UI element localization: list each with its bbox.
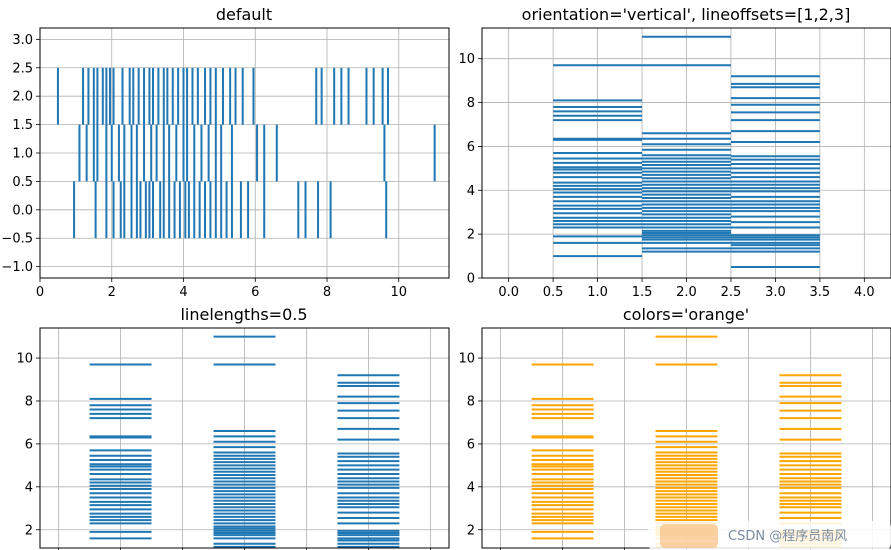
tick-labels: 2 4 6 8 10 (458, 352, 475, 539)
y-tick-label: 10 (458, 52, 475, 67)
subplot-linelengths: linelengths=0.5 2 4 6 8 10 (16, 305, 450, 550)
subplot-title: default (216, 5, 272, 24)
y-tick-label: 2 (25, 523, 33, 538)
y-tick-label: 4 (25, 480, 33, 495)
y-tick-label: 0.0 (12, 203, 33, 218)
x-tick-label: 6 (251, 285, 259, 300)
event-lines (56, 67, 436, 239)
y-tick-label: 6 (467, 437, 475, 452)
subplot-title: orientation='vertical', lineoffsets=[1,2… (522, 5, 851, 24)
tick-marks (478, 58, 865, 282)
y-tick-label: 8 (25, 394, 33, 409)
x-tick-label: 2 (108, 285, 116, 300)
watermark: CSDN @程序员南风 (648, 521, 891, 550)
y-tick-label: 10 (16, 352, 33, 367)
x-tick-label: 3.5 (810, 285, 831, 300)
tick-labels: 0 2 4 6 8 10 −1.0 −0.5 0.0 0.5 1.0 1.5 2.0 2.5 3.0 (1, 33, 407, 300)
x-tick-label: 1.0 (587, 285, 608, 300)
subplot-title: colors='orange' (623, 305, 749, 324)
x-tick-label: 3.0 (765, 285, 786, 300)
watermark-text: CSDN @程序员南风 (728, 528, 847, 544)
x-tick-label: 2.5 (721, 285, 742, 300)
y-tick-label: 2.5 (12, 61, 33, 76)
y-tick-label: 4 (467, 480, 475, 495)
y-tick-label: 1.0 (12, 147, 33, 162)
x-tick-label: 10 (390, 285, 407, 300)
y-tick-label: 1.5 (12, 118, 33, 133)
x-tick-label: 4.0 (854, 285, 875, 300)
y-tick-label: 8 (467, 394, 475, 409)
tick-labels: 0.0 0.5 1.0 1.5 2.0 2.5 3.0 3.5 4.0 0 2 4 6 8 10 (458, 52, 874, 300)
x-tick-label: 0.5 (543, 285, 564, 300)
y-tick-label: 10 (458, 352, 475, 367)
x-tick-label: 0.0 (498, 285, 519, 300)
y-tick-label: 8 (467, 96, 475, 111)
y-tick-label: 2.0 (12, 90, 33, 105)
watermark-logo (660, 524, 718, 548)
x-tick-label: 4 (179, 285, 187, 300)
y-tick-label: 0.5 (12, 175, 33, 190)
grid (39, 28, 449, 278)
event-lines (89, 335, 400, 548)
subplot-default: default 0 2 4 6 8 10 −1.0 −0.5 0.0 0.5 1.0 1.5 2.0 2.… (1, 5, 450, 300)
y-tick-label: 6 (25, 437, 33, 452)
y-tick-label: 0 (467, 272, 475, 287)
y-tick-label: 2 (467, 523, 475, 538)
subplot-orange: colors='orange' 2 4 6 8 10 (458, 305, 891, 550)
x-tick-label: 0 (36, 285, 44, 300)
subplot-title: linelengths=0.5 (180, 305, 307, 324)
event-lines (553, 35, 820, 269)
tick-labels: 2 4 6 8 10 (16, 352, 33, 539)
y-tick-label: 6 (467, 140, 475, 155)
tick-marks (36, 357, 431, 550)
tick-marks (36, 38, 400, 282)
x-tick-label: 8 (323, 285, 331, 300)
x-tick-label: 1.5 (632, 285, 653, 300)
y-tick-label: −1.0 (1, 260, 33, 275)
subplot-vertical: orientation='vertical', lineoffsets=[1,2… (458, 5, 891, 300)
y-tick-label: 2 (467, 228, 475, 243)
y-tick-label: 4 (467, 184, 475, 199)
y-tick-label: 3.0 (12, 33, 33, 48)
x-tick-label: 2.0 (676, 285, 697, 300)
y-tick-label: −0.5 (1, 232, 33, 247)
